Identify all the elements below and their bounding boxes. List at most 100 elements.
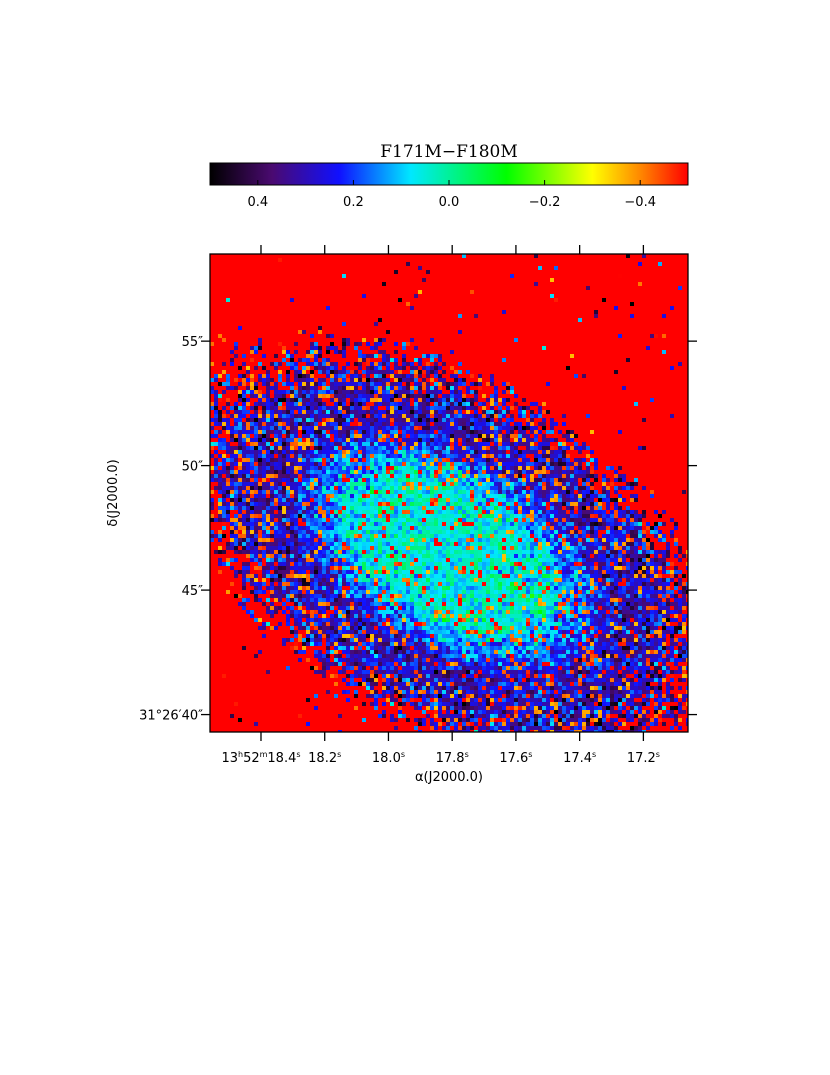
map-pixel [214,430,218,434]
map-pixel [426,370,430,374]
map-pixel [314,458,318,462]
map-pixel [494,526,498,530]
map-pixel [298,534,302,538]
map-pixel [502,398,506,402]
map-pixel [282,474,286,478]
map-pixel [370,450,374,454]
map-pixel [274,522,278,526]
map-pixel [570,514,574,518]
map-pixel [442,362,446,366]
map-pixel [514,510,518,514]
map-pixel [526,474,530,478]
map-pixel [338,406,342,410]
map-pixel [394,410,398,414]
map-pixel [458,502,462,506]
map-pixel [394,562,398,566]
map-pixel [386,550,390,554]
map-pixel [350,406,354,410]
map-pixel [358,558,362,562]
map-pixel [526,482,530,486]
map-pixel [402,438,406,442]
map-pixel [346,494,350,498]
map-pixel [526,434,530,438]
map-pixel [478,402,482,406]
map-pixel [342,562,346,566]
map-pixel [362,546,366,550]
map-pixel [578,522,582,526]
map-pixel [486,438,490,442]
map-pixel [406,394,410,398]
map-pixel [318,498,322,502]
map-pixel [298,558,302,562]
map-pixel [442,546,446,550]
map-pixel [558,510,562,514]
map-pixel [554,502,558,506]
map-pixel [530,482,534,486]
map-pixel [338,578,342,582]
map-pixel [514,434,518,438]
map-pixel [466,558,470,562]
map-pixel [258,474,262,478]
map-pixel [242,470,246,474]
map-pixel [590,482,594,486]
map-pixel [578,478,582,482]
map-pixel [422,502,426,506]
map-pixel [390,562,394,566]
map-pixel [362,502,366,506]
map-pixel [378,494,382,498]
map-pixel [326,438,330,442]
map-pixel [626,554,630,558]
map-pixel [478,530,482,534]
map-pixel [266,390,270,394]
map-pixel [386,478,390,482]
map-pixel [494,450,498,454]
map-pixel [394,450,398,454]
map-pixel [386,558,390,562]
map-pixel [438,450,442,454]
map-pixel [622,546,626,550]
map-pixel [562,538,566,542]
map-pixel [358,438,362,442]
map-pixel [550,430,554,434]
map-pixel [526,558,530,562]
map-pixel [378,570,382,574]
map-pixel [234,458,238,462]
map-pixel [230,450,234,454]
map-pixels [210,254,688,732]
map-pixel [258,526,262,530]
map-pixel [330,462,334,466]
map-pixel [334,570,338,574]
map-pixel [234,574,238,578]
map-pixel [406,386,410,390]
map-pixel [382,522,386,526]
map-pixel [446,490,450,494]
map-pixel [270,446,274,450]
map-pixel [642,254,646,258]
map-pixel [474,578,478,582]
map-pixel [430,442,434,446]
map-pixel [338,526,342,530]
map-pixel [438,406,442,410]
map-pixel [438,506,442,510]
map-pixel [562,478,566,482]
map-pixel [350,470,354,474]
map-pixel [214,474,218,478]
map-pixel [246,498,250,502]
map-pixel [302,430,306,434]
map-pixel [294,474,298,478]
map-pixel [570,494,574,498]
map-pixel [582,494,586,498]
map-pixel [474,498,478,502]
map-pixel [394,530,398,534]
map-pixel [554,546,558,550]
map-pixel [258,462,262,466]
map-pixel [438,462,442,466]
map-pixel [558,514,562,518]
map-pixel [246,546,250,550]
map-pixel [238,502,242,506]
map-pixel [326,394,330,398]
map-pixel [262,434,266,438]
map-pixel [610,546,614,550]
map-pixel [362,462,366,466]
map-pixel [374,542,378,546]
